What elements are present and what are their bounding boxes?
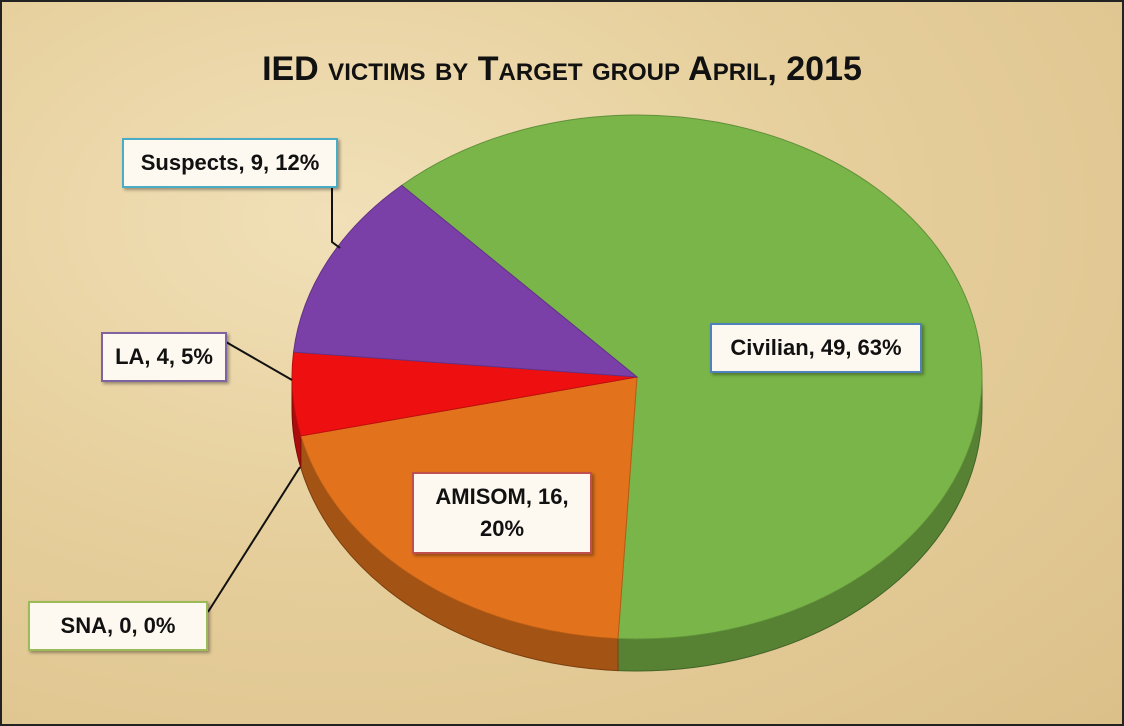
leader-line [331, 180, 341, 249]
data-label: AMISOM, 16, 20% [412, 472, 592, 554]
data-label: LA, 4, 5% [101, 332, 227, 382]
data-label: SNA, 0, 0% [28, 601, 208, 651]
slice [400, 114, 983, 640]
leader-line [225, 341, 293, 381]
slice [293, 184, 639, 378]
chart-title: IED victims by Target group April, 2015 [262, 50, 862, 88]
leader-line [207, 466, 301, 613]
data-label: Civilian, 49, 63% [710, 323, 922, 373]
data-label: Suspects, 9, 12% [122, 138, 338, 188]
